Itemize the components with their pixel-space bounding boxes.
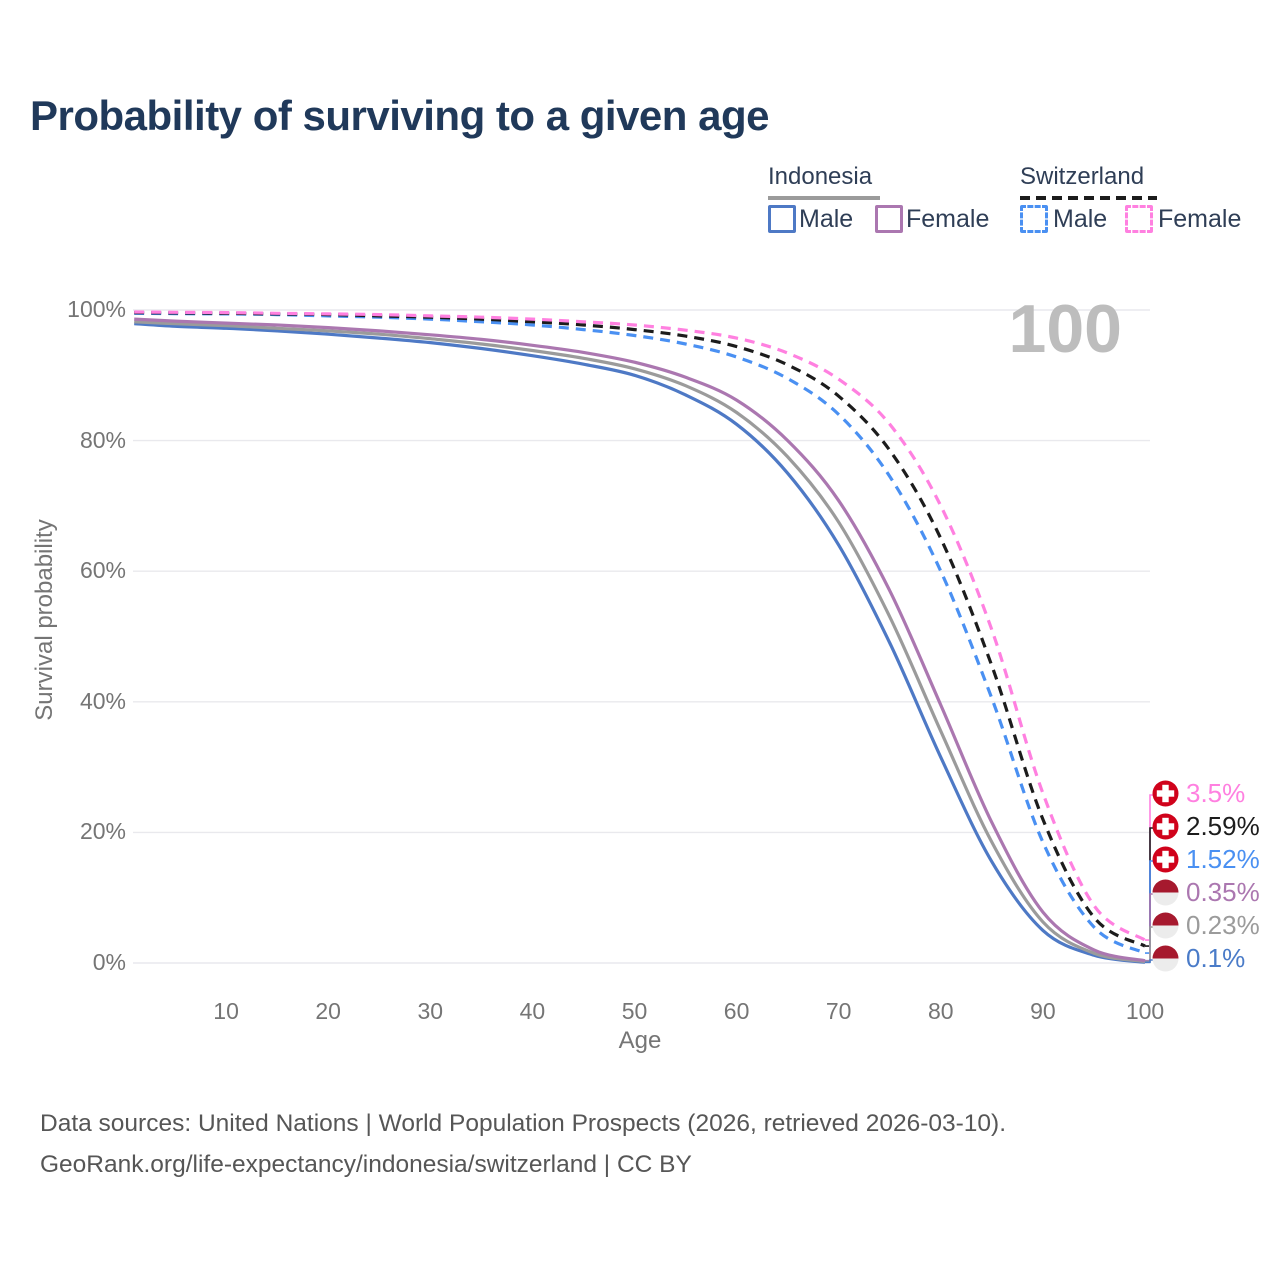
x-tick-100: 100 (1125, 998, 1165, 1024)
end-label-value: 3.5% (1186, 778, 1246, 808)
curve-ch_overall (134, 311, 1146, 948)
x-axis-title: Age (618, 1027, 662, 1054)
end-label-value: 2.59% (1186, 811, 1260, 841)
switzerland-flag-icon (1152, 846, 1179, 873)
end-label-switzerland-overall: 2.59% (1152, 811, 1260, 842)
end-label-value: 0.1% (1186, 943, 1246, 973)
x-tick-10: 10 (213, 998, 239, 1024)
data-sources-line2[interactable]: GeoRank.org/life-expectancy/indonesia/sw… (40, 1151, 692, 1178)
data-sources-line1: Data sources: United Nations | World Pop… (40, 1110, 1007, 1137)
end-label-indonesia-overall: 0.23% (1152, 910, 1260, 941)
legend-swatch-switzerland-male[interactable] (1020, 205, 1048, 233)
curve-ch_female (134, 310, 1146, 942)
end-label-indonesia-female: 0.35% (1152, 877, 1260, 908)
y-tick-100: 100% (67, 295, 126, 322)
page-title: Probability of surviving to a given age (30, 92, 769, 139)
legend-country-indonesia: Indonesia (768, 163, 873, 190)
x-tick-70: 70 (825, 998, 852, 1024)
end-label-value: 1.52% (1186, 844, 1260, 874)
x-tick-90: 90 (1030, 998, 1056, 1024)
y-tick-20: 20% (79, 818, 126, 845)
legend-swatch-switzerland-female[interactable] (1125, 205, 1153, 233)
x-tick-50: 50 (621, 998, 648, 1024)
legend-label-switzerland-male[interactable]: Male (1053, 205, 1108, 233)
legend-underline-indonesia (768, 196, 880, 200)
legend-underline-switzerland (1020, 196, 1157, 200)
y-tick-40: 40% (79, 687, 126, 714)
y-tick-80: 80% (79, 426, 126, 453)
curve-id_overall (134, 320, 1146, 964)
data-sources: Data sources: United Nations | World Pop… (40, 1103, 1006, 1185)
curve-id_female (134, 317, 1146, 963)
x-tick-40: 40 (519, 998, 546, 1024)
switzerland-flag-icon (1152, 813, 1179, 840)
end-label-switzerland-male: 1.52% (1152, 844, 1260, 875)
end-label-switzerland-female: 3.5% (1152, 778, 1245, 809)
legend-label-indonesia-female[interactable]: Female (906, 205, 990, 233)
age-watermark: 100 (1008, 291, 1122, 367)
legend-label-indonesia-male[interactable]: Male (799, 205, 854, 233)
indonesia-flag-icon (1152, 945, 1179, 972)
curve-ch_male (134, 311, 1146, 955)
end-label-value: 0.23% (1186, 910, 1260, 940)
x-tick-60: 60 (723, 998, 750, 1024)
end-connector-id_male (1145, 959, 1155, 964)
x-tick-30: 30 (417, 998, 444, 1024)
x-tick-20: 20 (315, 998, 341, 1024)
curve-id_male (134, 322, 1146, 964)
indonesia-flag-icon (1152, 912, 1179, 939)
end-label-indonesia-male: 0.1% (1152, 943, 1245, 974)
x-tick-80: 80 (928, 998, 954, 1024)
switzerland-flag-icon (1152, 780, 1179, 807)
y-tick-60: 60% (79, 557, 126, 584)
end-label-value: 0.35% (1186, 877, 1260, 907)
y-tick-0: 0% (92, 948, 126, 975)
legend-country-switzerland: Switzerland (1020, 163, 1145, 190)
legend-swatch-indonesia-male[interactable] (768, 205, 796, 233)
indonesia-flag-icon (1152, 879, 1179, 906)
legend-swatch-indonesia-female[interactable] (875, 205, 903, 233)
legend-label-switzerland-female[interactable]: Female (1158, 205, 1242, 233)
